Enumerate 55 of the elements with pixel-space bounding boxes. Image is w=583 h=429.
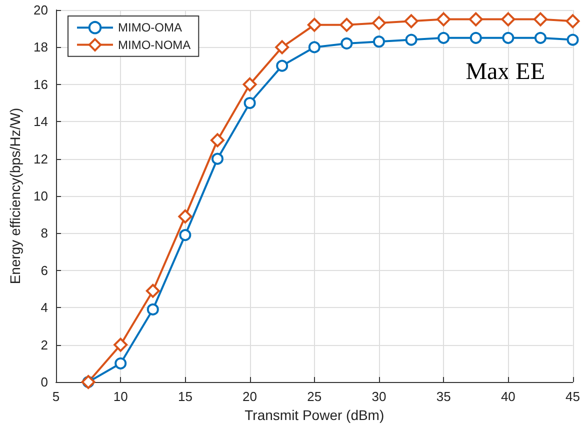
- y-tick-label: 20: [34, 2, 48, 18]
- point: [146, 284, 160, 298]
- y-tick-label: 14: [34, 114, 48, 130]
- point: [372, 36, 385, 48]
- x-tick-label: 20: [242, 389, 258, 404]
- point: [179, 229, 192, 242]
- y-tick-label: 8: [40, 226, 48, 241]
- y-tick-label: 16: [34, 76, 48, 92]
- point: [372, 16, 386, 30]
- y-tick-label: 4: [40, 300, 48, 316]
- point: [470, 32, 482, 44]
- y-tick-label: 18: [34, 40, 48, 55]
- point: [501, 12, 516, 26]
- x-tick-label: 15: [178, 389, 192, 404]
- point: [534, 32, 546, 44]
- point: [502, 32, 514, 44]
- x-tick-label: 5: [52, 389, 60, 404]
- point: [276, 60, 288, 72]
- x-tick-label: 45: [566, 389, 580, 404]
- point: [275, 40, 290, 54]
- point: [438, 32, 450, 44]
- point: [146, 303, 159, 316]
- point: [436, 12, 451, 26]
- point: [340, 37, 353, 50]
- point: [210, 133, 224, 148]
- point: [307, 18, 322, 32]
- y-tick-label: 0: [40, 374, 48, 390]
- point: [242, 77, 257, 92]
- y-tick-label: 12: [34, 151, 48, 166]
- point: [244, 97, 256, 109]
- point: [468, 12, 483, 26]
- x-tick-label: 35: [436, 389, 451, 404]
- x-tick-label: 10: [113, 389, 128, 404]
- y-tick-label: 10: [34, 188, 48, 204]
- point: [308, 41, 320, 54]
- point: [566, 34, 579, 46]
- point: [533, 12, 548, 26]
- point: [405, 34, 418, 46]
- x-tick-label: 40: [500, 389, 516, 404]
- legend-label: MIMO-OMA: [118, 20, 182, 35]
- point: [340, 18, 354, 32]
- x-axis-title: Transmit Power (dBm): [244, 406, 384, 423]
- point: [566, 14, 580, 28]
- y-tick-label: 6: [40, 262, 48, 278]
- annotation: Max EE: [466, 59, 545, 85]
- x-tick-label: 30: [372, 389, 386, 404]
- point: [178, 209, 192, 224]
- point: [114, 338, 128, 352]
- y-axis-title: Energy efficiency(bps/Hz/W): [7, 108, 23, 284]
- legend-label: MIMO-NOMA: [118, 38, 191, 52]
- point: [404, 14, 418, 28]
- point: [212, 152, 224, 165]
- x-tick-label: 25: [307, 389, 322, 404]
- point: [114, 357, 127, 370]
- y-tick-label: 2: [40, 337, 48, 352]
